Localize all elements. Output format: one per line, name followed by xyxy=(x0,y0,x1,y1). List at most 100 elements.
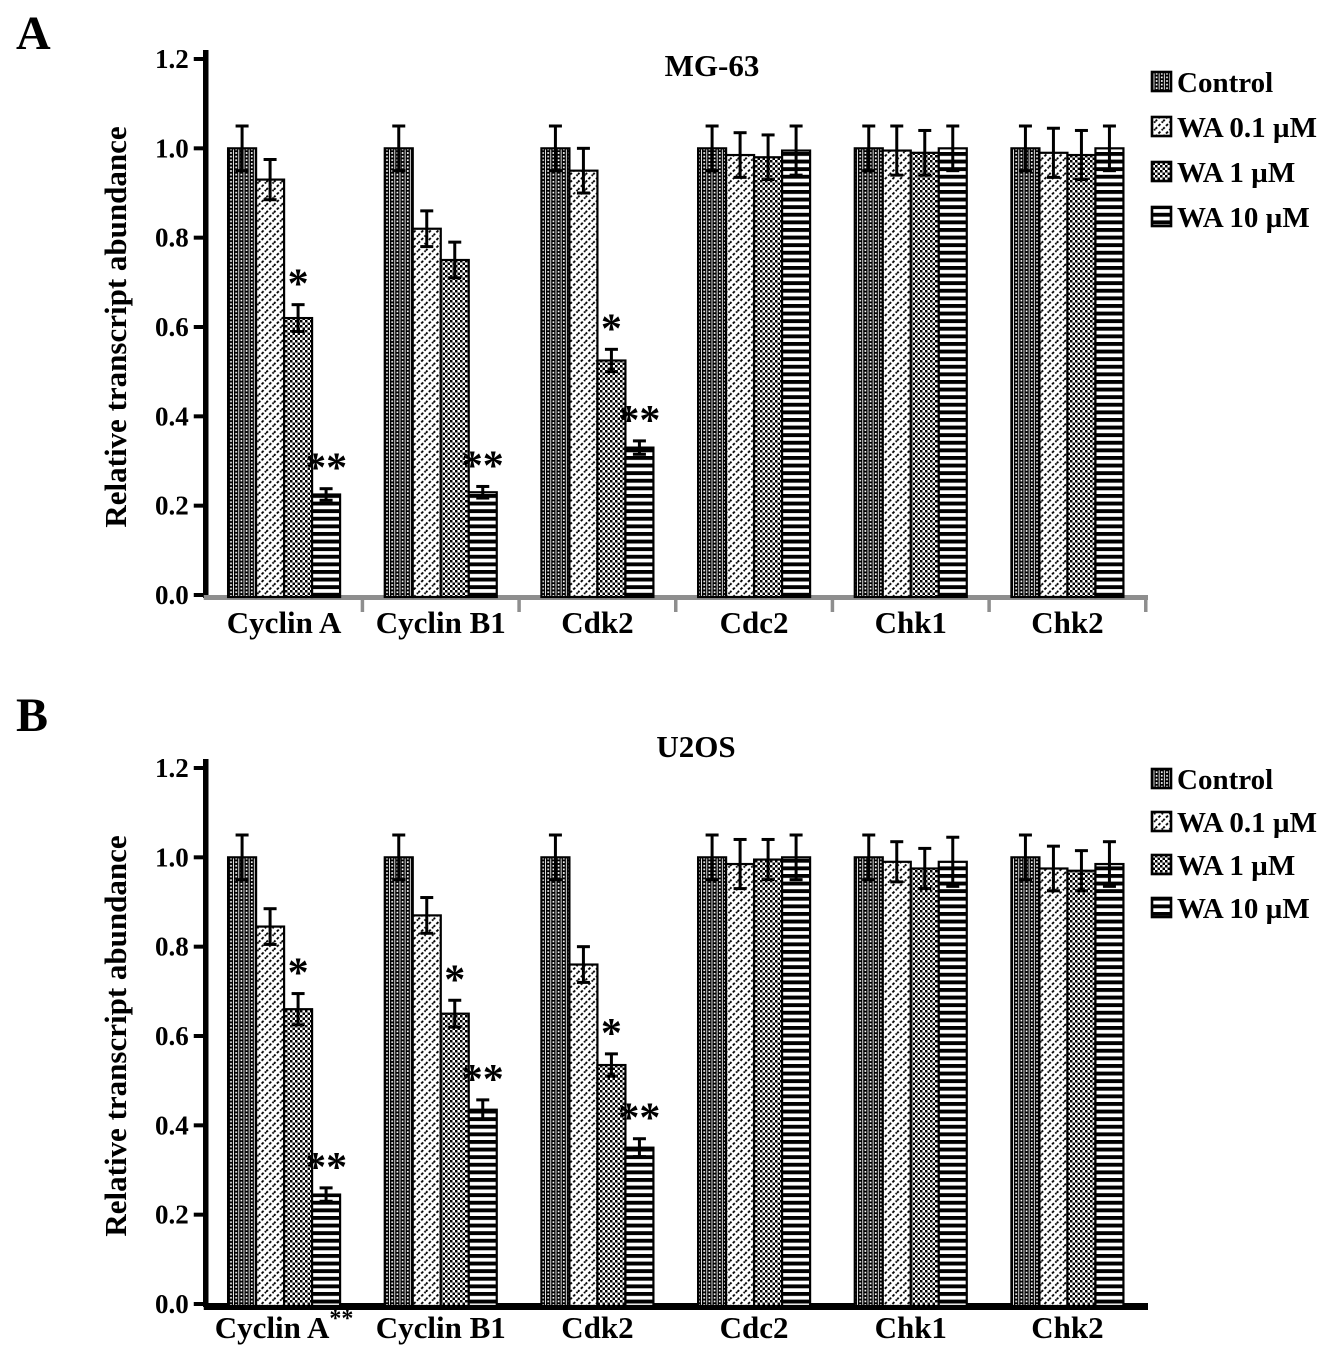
bar-b-chk1-s3 xyxy=(937,860,968,1308)
y-tick-label: 0.0 xyxy=(155,1289,189,1319)
legend-label: WA 10 µM xyxy=(1177,202,1310,234)
y-tick-label: 1.2 xyxy=(155,753,189,783)
bar-a-cdc2-s0 xyxy=(696,147,728,599)
x-category-label: Cdk2 xyxy=(561,1310,633,1345)
significance-marker: ** xyxy=(305,1145,347,1191)
x-category-label: Cyclin B1 xyxy=(376,1310,506,1345)
bar-a-chk2-s3 xyxy=(1094,147,1125,599)
bar-a-cyclin-b1-s0 xyxy=(383,147,414,599)
y-tick-label: 0.4 xyxy=(155,1110,189,1140)
x-category-label: Cdc2 xyxy=(720,1310,789,1345)
panel-b-y-axis-label: Relative transcript abundance xyxy=(98,835,133,1237)
y-tick-label: 0.6 xyxy=(155,1021,189,1051)
bar-b-cdc2-s1 xyxy=(724,862,756,1308)
significance-marker: * xyxy=(288,951,309,997)
y-tick-label: 1.0 xyxy=(155,842,189,872)
bar-b-cyclin-b1-s0 xyxy=(383,856,414,1308)
bar-a-cyclin-b1-s1 xyxy=(411,227,442,599)
x-category-label: Chk2 xyxy=(1031,605,1103,640)
bar-b-cdc2-s0 xyxy=(696,856,728,1308)
y-tick-label: 1.2 xyxy=(155,44,189,74)
x-category-label: Chk1 xyxy=(875,605,947,640)
bar-a-cdk2-s2 xyxy=(596,359,627,599)
significance-marker: * xyxy=(601,306,622,352)
bar-b-chk1-s2 xyxy=(909,867,940,1308)
x-category-label: Cyclin B1 xyxy=(376,605,506,640)
legend-swatch-horizontal-stripes-icon xyxy=(1150,205,1173,228)
significance-marker: * xyxy=(601,1011,622,1057)
bar-b-cdc2-s3 xyxy=(780,856,812,1308)
legend-swatch-dotted-grid-icon xyxy=(1150,70,1173,93)
panel-b-plot: 0.00.20.40.60.81.01.2*********Cyclin A**… xyxy=(155,753,1317,1345)
x-category-label: Chk1 xyxy=(875,1310,947,1345)
bar-a-cdc2-s2 xyxy=(752,156,784,599)
bar-a-cdk2-s1 xyxy=(568,169,599,599)
bar-a-cyclin-a-s3 xyxy=(310,493,342,599)
bar-a-cdc2-s3 xyxy=(780,149,812,599)
bar-b-chk2-s0 xyxy=(1010,856,1041,1308)
legend-label: WA 10 µM xyxy=(1177,893,1310,925)
x-category-label: Cdk2 xyxy=(561,605,633,640)
x-category-label: Cdc2 xyxy=(720,605,789,640)
significance-marker: ** xyxy=(618,398,660,444)
significance-marker: ** xyxy=(618,1096,660,1142)
legend-swatch-checkerboard-icon xyxy=(1150,853,1173,876)
bar-a-cyclin-a-s1 xyxy=(254,178,286,599)
bar-b-cdk2-s1 xyxy=(568,963,599,1308)
legend-label: Control xyxy=(1177,764,1273,796)
bar-b-cyclin-a-s3 xyxy=(310,1193,342,1308)
bar-a-chk2-s1 xyxy=(1038,151,1069,599)
bar-a-chk2-s2 xyxy=(1066,153,1097,599)
bar-b-cdc2-s2 xyxy=(752,858,784,1308)
bar-b-cdk2-s0 xyxy=(540,856,571,1308)
bar-b-chk2-s1 xyxy=(1038,867,1069,1308)
bar-b-chk1-s0 xyxy=(853,856,884,1308)
significance-marker: * xyxy=(288,262,309,308)
bar-b-cyclin-b1-s3 xyxy=(467,1108,498,1308)
bar-b-chk2-s2 xyxy=(1066,869,1097,1308)
legend-swatch-checkerboard-icon xyxy=(1150,160,1173,183)
y-tick-label: 1.0 xyxy=(155,133,189,163)
panel-a-plot: 0.00.20.40.60.81.01.2*** *****Cyclin A Cyc… xyxy=(155,44,1317,640)
y-tick-label: 0.2 xyxy=(155,491,189,521)
bar-a-cdc2-s1 xyxy=(724,153,756,599)
bar-a-chk1-s0 xyxy=(853,147,884,599)
significance-marker: * xyxy=(444,957,465,1003)
y-tick-label: 0.6 xyxy=(155,312,189,342)
bar-a-cyclin-a-s0 xyxy=(226,147,258,599)
bar-b-chk2-s3 xyxy=(1094,862,1125,1308)
legend-label: WA 0.1 µM xyxy=(1177,112,1317,144)
legend-label: WA 1 µM xyxy=(1177,850,1295,882)
panel-a-letter: A xyxy=(16,7,51,60)
bar-a-chk1-s2 xyxy=(909,151,940,599)
bar-b-cyclin-a-s0 xyxy=(226,856,258,1308)
bar-a-cyclin-b1-s3 xyxy=(467,491,498,599)
x-category-label: Cyclin A** xyxy=(215,1306,354,1345)
bar-a-chk1-s3 xyxy=(937,147,968,599)
panel-b-letter: B xyxy=(16,689,49,742)
y-tick-label: 0.8 xyxy=(155,932,189,962)
panel-b-title: U2OS xyxy=(656,729,736,764)
legend-label: Control xyxy=(1177,67,1273,99)
legend-swatch-diagonal-hatch-icon xyxy=(1150,810,1173,833)
significance-marker: ** xyxy=(305,446,347,492)
y-tick-label: 0.8 xyxy=(155,223,189,253)
bar-b-cdk2-s3 xyxy=(624,1146,655,1308)
legend-label: WA 1 µM xyxy=(1177,157,1295,189)
y-tick-label: 0.4 xyxy=(155,401,189,431)
significance-marker: ** xyxy=(462,1057,504,1103)
bar-b-cyclin-b1-s1 xyxy=(411,914,442,1308)
bar-a-cdk2-s0 xyxy=(540,147,571,599)
significance-marker: ** xyxy=(462,443,504,489)
bar-b-cyclin-a-s1 xyxy=(254,925,286,1308)
legend-swatch-dotted-grid-icon xyxy=(1150,767,1173,790)
x-category-label-superscript: ** xyxy=(329,1306,353,1332)
bar-a-cdk2-s3 xyxy=(624,446,655,599)
bar-a-chk2-s0 xyxy=(1010,147,1041,599)
legend-label: WA 0.1 µM xyxy=(1177,807,1317,839)
legend-swatch-diagonal-hatch-icon xyxy=(1150,115,1173,138)
x-category-label: Cyclin A xyxy=(227,605,342,640)
bar-a-cyclin-b1-s2 xyxy=(439,258,470,599)
